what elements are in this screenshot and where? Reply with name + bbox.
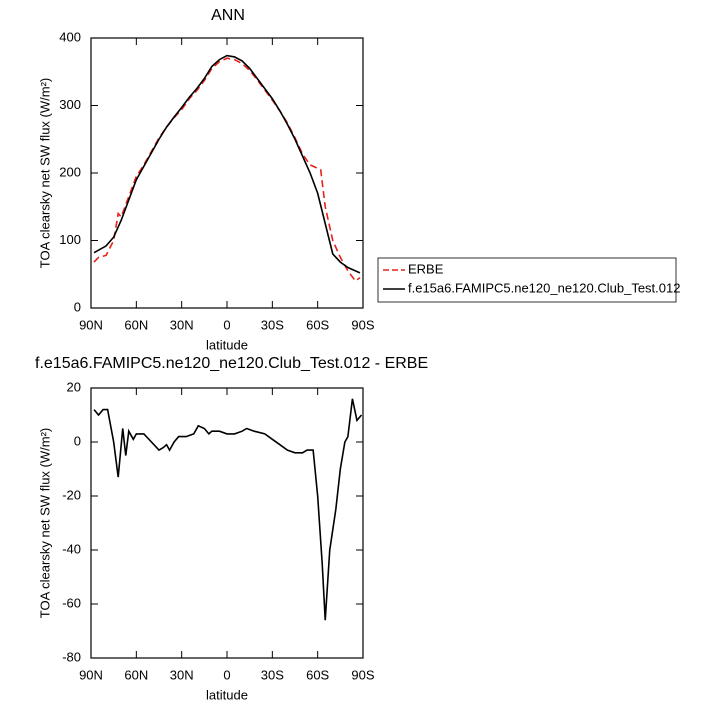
- x-tick-label: 60S: [306, 317, 329, 332]
- legend-label: f.e15a6.FAMIPC5.ne120_ne120.Club_Test.01…: [408, 280, 680, 295]
- x-tick-label: 60N: [124, 317, 148, 332]
- y-tick-label: 300: [59, 97, 81, 112]
- y-tick-label: -40: [62, 541, 81, 556]
- x-tick-label: 60S: [306, 667, 329, 682]
- x-tick-label: 0: [223, 317, 230, 332]
- legend-label: ERBE: [408, 261, 444, 276]
- y-tick-label: 400: [59, 29, 81, 44]
- x-tick-label: 30N: [170, 317, 194, 332]
- x-tick-label: 90N: [79, 317, 103, 332]
- x-tick-label: 30S: [261, 667, 284, 682]
- y-tick-label: 0: [74, 299, 81, 314]
- x-axis-label: latitude: [206, 687, 248, 702]
- y-tick-label: 100: [59, 232, 81, 247]
- y-tick-label: 0: [74, 433, 81, 448]
- plot-frame: [90, 37, 364, 309]
- y-tick-label: 20: [67, 379, 81, 394]
- y-tick-label: -80: [62, 649, 81, 664]
- x-axis-label: latitude: [206, 337, 248, 352]
- data-line: [93, 57, 361, 283]
- y-tick-label: -20: [62, 487, 81, 502]
- x-tick-label: 30N: [170, 667, 194, 682]
- y-axis-label: TOA clearsky net SW flux (W/m²): [37, 78, 52, 268]
- x-tick-label: 60N: [124, 667, 148, 682]
- x-tick-label: 90S: [351, 317, 374, 332]
- x-tick-label: 90S: [351, 667, 374, 682]
- plot-frame: [90, 387, 364, 659]
- x-tick-label: 90N: [79, 667, 103, 682]
- y-axis-label: TOA clearsky net SW flux (W/m²): [37, 428, 52, 618]
- data-line: [93, 398, 363, 621]
- data-line: [93, 54, 361, 274]
- chart-title: ANN: [211, 7, 245, 24]
- y-tick-label: 200: [59, 164, 81, 179]
- x-tick-label: 30S: [261, 317, 284, 332]
- legend-box: [377, 257, 677, 303]
- chart-title: f.e15a6.FAMIPC5.ne120_ne120.Club_Test.01…: [35, 355, 428, 372]
- x-tick-label: 0: [223, 667, 230, 682]
- y-tick-label: -60: [62, 595, 81, 610]
